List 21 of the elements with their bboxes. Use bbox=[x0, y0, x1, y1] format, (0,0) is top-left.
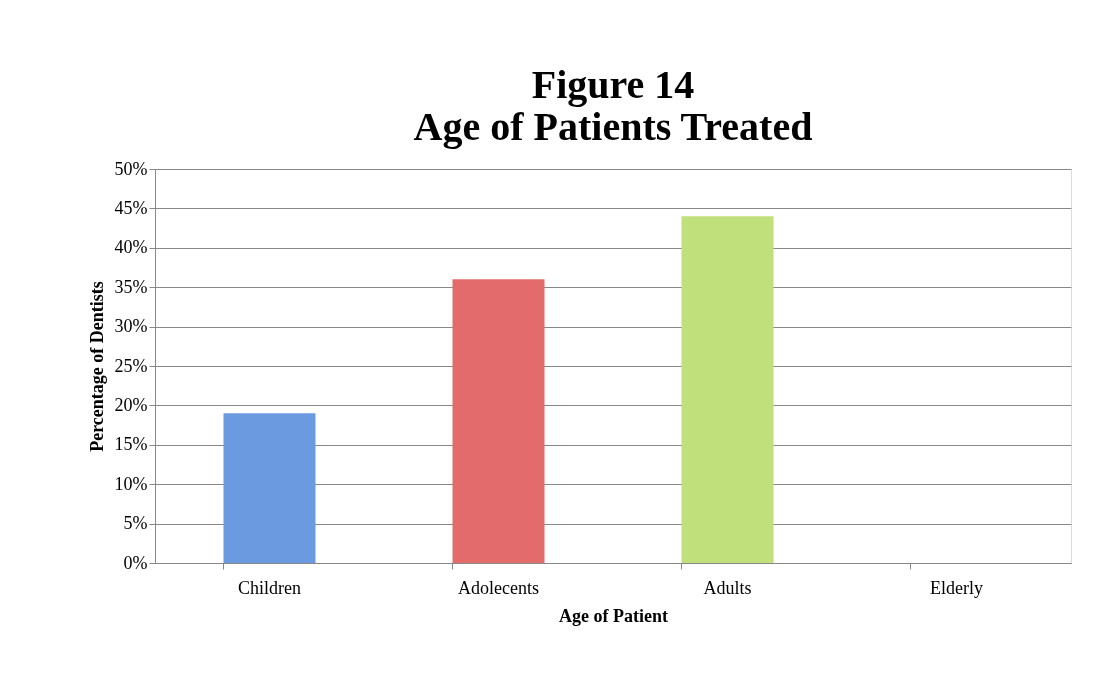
y-tick-label: 10% bbox=[114, 473, 148, 494]
y-tick-label: 45% bbox=[114, 197, 148, 218]
x-tick-label: Children bbox=[238, 577, 301, 598]
x-tick-label: Adolecents bbox=[458, 577, 539, 598]
y-tick-label: 5% bbox=[123, 513, 148, 534]
bar bbox=[223, 413, 316, 563]
bar bbox=[452, 279, 545, 563]
y-axis-title: Percentage of Dentists bbox=[86, 281, 107, 452]
y-tick-label: 25% bbox=[114, 355, 148, 376]
y-tick-label: 30% bbox=[114, 316, 148, 337]
y-tick-label: 20% bbox=[114, 394, 148, 415]
x-tick-label: Elderly bbox=[930, 577, 983, 598]
y-tick-label: 40% bbox=[114, 237, 148, 258]
x-tick-label: Adults bbox=[703, 577, 752, 598]
y-tick-label: 35% bbox=[114, 276, 148, 297]
chart-title: Figure 14 Age of Patients Treated bbox=[413, 62, 813, 149]
y-tick-label: 15% bbox=[114, 434, 148, 455]
y-tick-label: 0% bbox=[123, 552, 148, 573]
x-axis-title: Age of Patient bbox=[559, 605, 668, 626]
y-tick-label: 50% bbox=[114, 158, 148, 179]
bar bbox=[681, 216, 774, 563]
